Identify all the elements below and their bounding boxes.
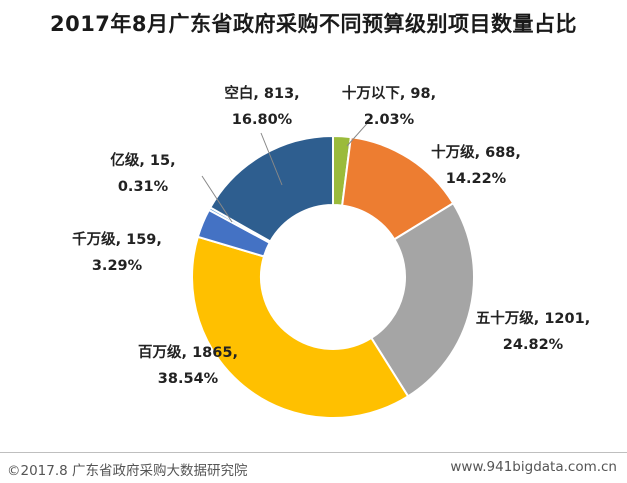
leader-line-6 (260, 132, 283, 186)
data-label-line-4-1: 3.29% (92, 258, 143, 274)
data-label-line-2-1: 24.82% (503, 337, 564, 353)
leader-lines (201, 117, 373, 223)
data-label-line-0-0: 十万以下, 98, (342, 84, 436, 102)
leader-line-0 (346, 117, 373, 147)
data-label-0: 十万以下, 98, 2.03% (342, 84, 436, 128)
donut-slice-3 (191, 235, 410, 419)
data-label-line-2-0: 五十万级, 1201, (476, 309, 590, 327)
data-label-line-6-0: 空白, 813, (224, 84, 299, 102)
data-label-line-5-1: 0.31% (118, 179, 169, 195)
data-label-line-4-0: 千万级, 159, (72, 230, 162, 248)
data-labels: 十万以下, 98, 2.03% 十万级, 688, 14.22% 五十万级, 1201,… (72, 84, 590, 387)
data-label-line-3-1: 38.54% (158, 371, 219, 387)
data-label-4: 千万级, 159, 3.29% (72, 230, 162, 274)
data-label-line-1-0: 十万级, 688, (431, 143, 521, 161)
data-label-line-0-1: 2.03% (364, 112, 415, 128)
data-label-6: 空白, 813, 16.80% (224, 84, 299, 128)
data-label-1: 十万级, 688, 14.22% (431, 143, 521, 187)
donut-slice-2 (369, 201, 475, 398)
data-label-5: 亿级, 15, 0.31% (110, 151, 175, 195)
data-label-line-1-1: 14.22% (446, 171, 507, 187)
donut-slice-6 (208, 134, 334, 243)
data-label-line-3-0: 百万级, 1865, (138, 343, 238, 361)
chart-title: 2017年8月广东省政府采购不同预算级别项目数量占比 (49, 12, 578, 36)
donut-chart: 十万以下, 98, 2.03% 十万级, 688, 14.22% 五十万级, 1201,… (72, 84, 590, 419)
leader-line-5 (201, 175, 233, 223)
footer-website: www.941bigdata.com.cn (450, 459, 617, 475)
footer-source: ©2017.8 广东省政府采购大数据研究院 (7, 463, 248, 479)
data-label-line-5-0: 亿级, 15, (110, 151, 175, 169)
footer-divider (0, 452, 627, 453)
donut-slices (191, 134, 475, 419)
data-label-2: 五十万级, 1201, 24.82% (476, 309, 590, 353)
data-label-3: 百万级, 1865, 38.54% (138, 343, 238, 387)
data-label-line-6-1: 16.80% (232, 112, 293, 128)
